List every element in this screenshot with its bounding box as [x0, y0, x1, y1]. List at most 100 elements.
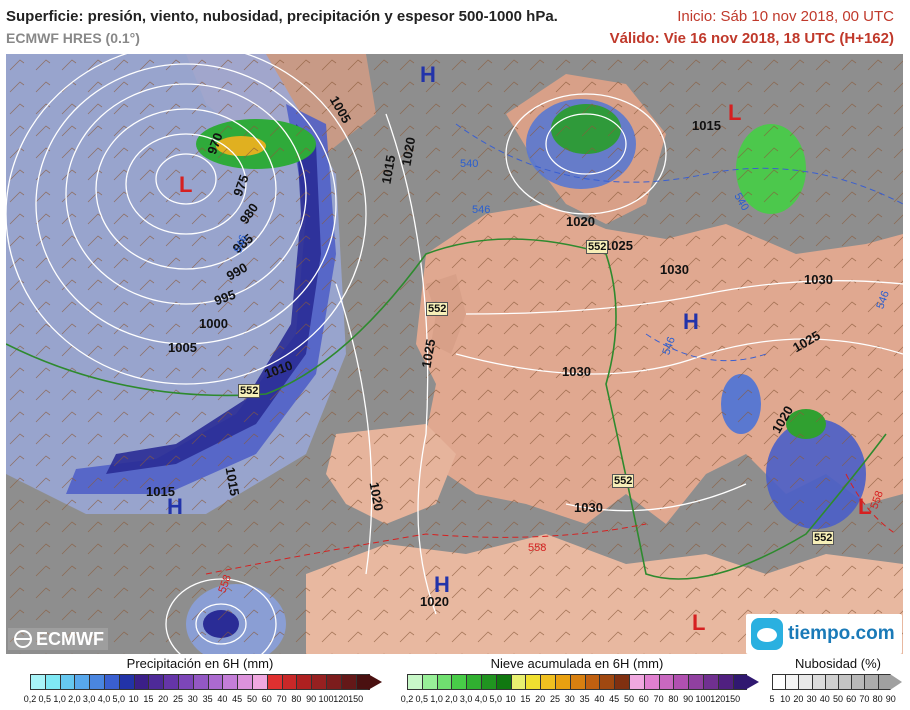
precip-tick-label: 5,0 [112, 694, 126, 704]
thickness-label: 558 [528, 542, 547, 554]
precip-tick-label: 35 [202, 694, 213, 704]
cloud-tick-label: 20 [793, 694, 804, 704]
snow-tick-label: 70 [653, 694, 664, 704]
precip-tick-label: 25 [172, 694, 184, 704]
snow-color-swatch [421, 674, 437, 690]
snow-tick-label: 30 [564, 694, 575, 704]
isobar-label: 1000 [199, 316, 228, 331]
snow-tick-label: 150 [725, 694, 741, 704]
snow-color-swatch [614, 674, 629, 690]
snow-tick-label: 2,0 [445, 694, 458, 704]
cloud-color-bar [772, 674, 891, 690]
snow-color-swatch [702, 674, 718, 690]
cloud-logo-icon [751, 618, 783, 650]
precip-arrow-icon [368, 674, 382, 690]
isobar-label: 1030 [574, 500, 603, 515]
precip-color-swatch [325, 674, 341, 690]
chart-title: Superficie: presión, viento, nubosidad, … [6, 8, 558, 25]
ecmwf-logo-text: ECMWF [36, 628, 104, 649]
precip-color-swatch [311, 674, 326, 690]
tiempo-logo: tiempo.com [746, 614, 902, 654]
precip-color-swatch [296, 674, 312, 690]
snow-tick-label: 90 [683, 694, 694, 704]
precip-tick-label: 90 [306, 694, 317, 704]
precip-color-swatch [59, 674, 75, 690]
precip-color-swatch [281, 674, 297, 690]
precip-color-swatch [237, 674, 252, 690]
thickness-552 [6, 238, 887, 580]
cloud-tick-label: 30 [806, 694, 817, 704]
precip-color-bar [30, 674, 371, 690]
high-center-label: H [167, 494, 183, 519]
low-center-label: L [179, 172, 193, 197]
thickness-label: 552 [612, 474, 635, 488]
isobar-label: 1005 [168, 340, 197, 355]
cloud-color-swatch [864, 674, 878, 690]
low-center-label: L [692, 610, 706, 635]
thickness-540 [455, 123, 903, 362]
high-center-label: H [420, 62, 436, 87]
snow-tick-label: 60 [638, 694, 649, 704]
thickness-label: 552 [812, 531, 835, 545]
thickness-558 [205, 473, 897, 575]
precip-tick-label: 0,2 [23, 694, 37, 704]
snow-color-swatch [688, 674, 703, 690]
precip-legend-title: Precipitación en 6H (mm) [126, 656, 274, 671]
cloud-color-swatch [785, 674, 799, 690]
precip-tick-label: 70 [276, 694, 287, 704]
isobar-label: 1030 [660, 262, 689, 277]
precip-tick-label: 30 [187, 694, 198, 704]
precip-color-swatch [103, 674, 119, 690]
snow-color-swatch [643, 674, 659, 690]
ecmwf-logo: ECMWF [8, 628, 108, 650]
precip-color-swatch [44, 674, 60, 690]
valid-time: Válido: Vie 16 nov 2018, 18 UTC (H+162) [609, 30, 894, 47]
cloud-ticks: 5 10 20 30 40 50 60 70 80 90 [769, 694, 902, 706]
cloud-tick-label: 60 [846, 694, 857, 704]
isobar-label: 1015 [692, 118, 721, 133]
precip-color-swatch [118, 674, 134, 690]
snow-ticks: 0,2 0,5 1,0 2,0 3,0 4,0 5,0 10 15 20 25 30 35 40 45 50 6… [401, 694, 757, 706]
snow-color-swatch [599, 674, 615, 690]
thickness-label: 540 [460, 158, 479, 170]
legend: Precipitación en 6H (mm) 0,2 0,5 1,0 2,0 3,0… [0, 654, 910, 710]
precip-color-swatch [340, 674, 356, 690]
snow-tick-label: 0,5 [415, 694, 429, 704]
snow-color-swatch [495, 674, 511, 690]
snow-color-bar [407, 674, 748, 690]
cloud-tick-label: 10 [780, 694, 791, 704]
precip-tick-label: 10 [128, 694, 139, 704]
precip-tick-label: 120 [333, 694, 349, 704]
precip-color-swatch [133, 674, 149, 690]
snow-legend-title: Nieve acumulada en 6H (mm) [490, 656, 664, 671]
weather-map[interactable]: L H L H H L H L 970 975 980 985 990 995 … [6, 54, 903, 654]
precip-color-swatch [207, 674, 223, 690]
snow-color-swatch [569, 674, 585, 690]
cloud-color-swatch [811, 674, 825, 690]
precip-tick-label: 15 [143, 694, 154, 704]
precip-color-swatch [251, 674, 267, 690]
precip-color-swatch [30, 674, 45, 690]
thickness-label: 552 [426, 302, 449, 316]
snow-arrow-icon [745, 674, 759, 690]
snow-tick-label: 4,0 [474, 694, 488, 704]
snow-tick-label: 100 [695, 694, 711, 704]
snow-color-swatch [673, 674, 689, 690]
high-center-label: H [434, 572, 450, 597]
snow-color-swatch [584, 674, 600, 690]
precip-tick-label: 4,0 [97, 694, 111, 704]
snow-tick-label: 0,2 [400, 694, 414, 704]
snow-tick-label: 1,0 [430, 694, 443, 704]
snow-tick-label: 35 [579, 694, 590, 704]
isobars [6, 54, 903, 654]
snow-tick-label: 5,0 [489, 694, 503, 704]
snow-color-swatch [554, 674, 570, 690]
precip-color-swatch [74, 674, 90, 690]
precip-tick-label: 20 [158, 694, 169, 704]
snow-tick-label: 50 [623, 694, 635, 704]
precip-tick-label: 0,5 [38, 694, 52, 704]
cloud-arrow-icon [890, 674, 902, 690]
high-center-label: H [683, 309, 699, 334]
cloud-tick-label: 50 [832, 694, 844, 704]
precip-color-swatch [177, 674, 193, 690]
